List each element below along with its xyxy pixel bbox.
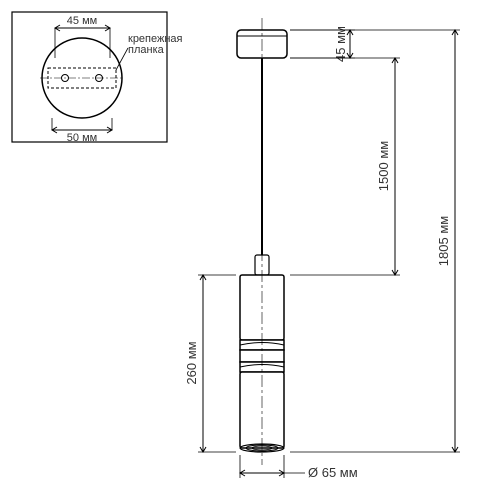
dim-total-height: 1805 мм <box>290 30 460 452</box>
dim-cable-length: 1500 мм <box>290 58 400 275</box>
mounting-plate-label: крепежная планка <box>116 33 183 70</box>
detail-box: 45 мм крепежная планка 50 мм <box>12 12 183 144</box>
detail-bottom-dim-text: 50 мм <box>67 132 97 144</box>
dim-diameter: Ø 65 мм <box>240 455 358 480</box>
dim-total-text: 1805 мм <box>436 216 451 266</box>
pendant-lamp <box>237 18 287 465</box>
dim-cable-text: 1500 мм <box>376 141 391 191</box>
dim-body-text: 260 мм <box>184 341 199 384</box>
dim-canopy-height: 45 мм <box>290 26 355 62</box>
dim-diameter-text: Ø 65 мм <box>308 465 358 480</box>
label-line2: планка <box>128 44 165 56</box>
detail-bottom-dim: 50 мм <box>52 118 112 144</box>
dim-canopy-text: 45 мм <box>333 26 348 62</box>
detail-top-dim: 45 мм <box>55 15 110 58</box>
dim-body-height: 260 мм <box>184 275 236 452</box>
detail-top-dim-text: 45 мм <box>67 15 97 27</box>
